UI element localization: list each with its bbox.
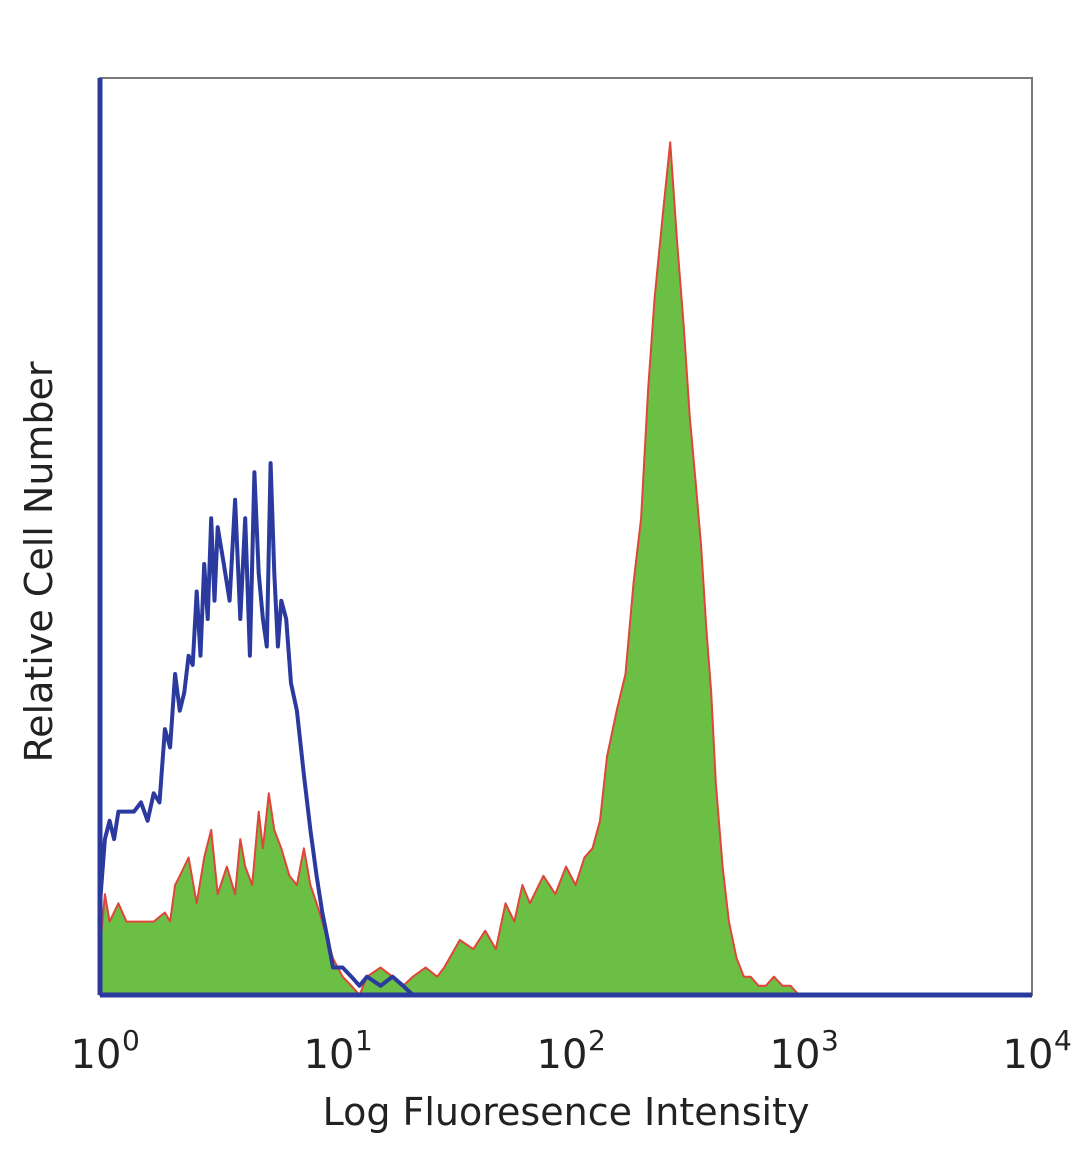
series-layer [98,141,840,997]
x-tick-label: 10 4 [1003,1024,1072,1078]
x-tick-exponent: 4 [1054,1024,1072,1057]
stained-histogram-outline [99,141,840,996]
x-tick-base: 10 [1003,1032,1054,1078]
x-tick-labels: 10 0 10 1 10 2 10 3 10 4 [71,1024,1072,1078]
x-tick-label: 10 3 [770,1024,839,1078]
x-tick-exponent: 3 [821,1024,839,1057]
y-axis-title: Relative Cell Number [17,361,61,762]
x-tick-label: 10 0 [71,1024,140,1078]
x-tick-exponent: 2 [588,1024,606,1057]
x-tick-base: 10 [537,1032,588,1078]
isotype-histogram-line [98,461,415,997]
x-tick-label: 10 2 [537,1024,606,1078]
stained-histogram-fill [100,142,840,995]
x-tick-exponent: 0 [122,1024,140,1057]
x-axis-title: Log Fluoresence Intensity [323,1090,810,1134]
x-tick-base: 10 [71,1032,122,1078]
x-tick-base: 10 [770,1032,821,1078]
x-tick-exponent: 1 [355,1024,373,1057]
x-tick-base: 10 [304,1032,355,1078]
x-tick-label: 10 1 [304,1024,373,1078]
